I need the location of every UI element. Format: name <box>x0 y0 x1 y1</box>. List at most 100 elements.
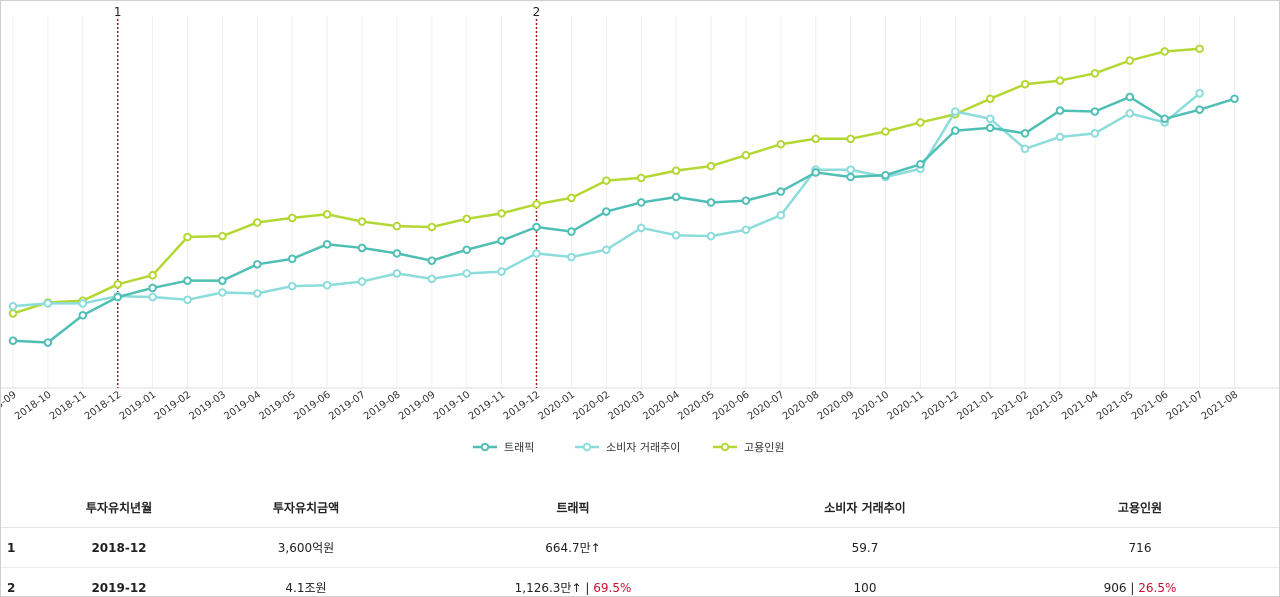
data-point[interactable] <box>706 198 716 207</box>
data-point[interactable] <box>392 249 402 258</box>
data-point[interactable] <box>636 198 646 207</box>
data-point[interactable] <box>1055 132 1065 142</box>
data-point[interactable] <box>985 123 995 133</box>
data-point[interactable] <box>1195 105 1204 114</box>
data-point[interactable] <box>322 280 332 290</box>
data-point[interactable] <box>8 336 18 346</box>
data-point[interactable] <box>706 161 716 171</box>
data-point[interactable] <box>811 134 821 144</box>
data-point[interactable] <box>811 168 821 177</box>
data-point[interactable] <box>322 209 332 219</box>
data-point[interactable] <box>43 299 53 308</box>
data-point[interactable] <box>148 270 157 280</box>
data-point[interactable] <box>1020 129 1030 138</box>
data-point[interactable] <box>322 239 332 249</box>
data-point[interactable] <box>741 150 751 160</box>
data-point[interactable] <box>287 281 297 291</box>
data-point[interactable] <box>951 126 960 135</box>
data-point[interactable] <box>183 232 192 242</box>
data-point[interactable] <box>392 221 402 231</box>
data-point[interactable] <box>462 214 472 224</box>
data-point[interactable] <box>427 222 437 232</box>
data-point[interactable] <box>462 245 472 255</box>
data-point[interactable] <box>532 199 541 209</box>
data-point[interactable] <box>497 236 506 245</box>
data-point[interactable] <box>252 289 262 298</box>
data-point[interactable] <box>113 280 122 289</box>
data-point[interactable] <box>602 176 611 185</box>
data-point[interactable] <box>602 245 611 255</box>
data-point[interactable] <box>78 310 88 320</box>
data-point[interactable] <box>985 94 995 104</box>
data-point[interactable] <box>8 309 18 318</box>
data-point[interactable] <box>148 292 157 302</box>
data-point[interactable] <box>497 267 506 276</box>
data-point[interactable] <box>1090 69 1100 78</box>
data-point[interactable] <box>1090 129 1100 138</box>
data-point[interactable] <box>671 192 681 202</box>
legend-item[interactable]: 트래픽 <box>473 441 534 454</box>
data-point[interactable] <box>252 218 262 227</box>
data-point[interactable] <box>567 227 576 236</box>
data-point[interactable] <box>741 196 751 205</box>
data-point[interactable] <box>951 107 960 116</box>
data-point[interactable] <box>1195 89 1204 98</box>
data-point[interactable] <box>78 299 88 308</box>
data-point[interactable] <box>1125 109 1135 118</box>
data-point[interactable] <box>148 283 157 293</box>
data-point[interactable] <box>218 276 227 285</box>
legend-item[interactable]: 고용인원 <box>713 441 784 454</box>
data-point[interactable] <box>776 210 786 220</box>
data-point[interactable] <box>427 256 437 265</box>
data-point[interactable] <box>1055 106 1065 115</box>
data-point[interactable] <box>1125 56 1135 65</box>
data-point[interactable] <box>532 249 541 258</box>
data-point[interactable] <box>497 209 506 218</box>
data-point[interactable] <box>1230 94 1239 104</box>
data-point[interactable] <box>1160 114 1169 124</box>
data-point[interactable] <box>8 301 18 311</box>
data-point[interactable] <box>392 269 402 278</box>
data-point[interactable] <box>776 139 786 149</box>
data-point[interactable] <box>113 292 122 302</box>
data-point[interactable] <box>218 231 227 241</box>
data-point[interactable] <box>287 254 297 264</box>
data-point[interactable] <box>567 252 576 262</box>
data-point[interactable] <box>218 288 227 297</box>
legend-item[interactable]: 소비자 거래추이 <box>575 441 680 454</box>
data-point[interactable] <box>357 243 367 253</box>
data-point[interactable] <box>636 173 646 183</box>
data-point[interactable] <box>741 225 751 235</box>
data-point[interactable] <box>985 114 995 124</box>
data-point[interactable] <box>602 207 611 216</box>
data-point[interactable] <box>427 274 437 284</box>
data-point[interactable] <box>462 269 472 278</box>
data-point[interactable] <box>1090 107 1100 116</box>
data-point[interactable] <box>881 170 890 180</box>
data-point[interactable] <box>1055 76 1065 85</box>
data-point[interactable] <box>1020 144 1030 154</box>
data-point[interactable] <box>846 172 855 182</box>
data-point[interactable] <box>776 187 786 196</box>
data-point[interactable] <box>357 217 367 226</box>
data-point[interactable] <box>252 260 262 269</box>
data-point[interactable] <box>43 338 53 347</box>
legend[interactable]: 트래픽 소비자 거래추이 고용인원 <box>473 441 784 454</box>
data-point[interactable] <box>1160 47 1169 56</box>
data-point[interactable] <box>183 295 192 305</box>
data-point[interactable] <box>183 276 192 285</box>
data-point[interactable] <box>357 277 367 286</box>
data-point[interactable] <box>287 213 297 223</box>
data-point[interactable] <box>636 223 646 233</box>
data-point[interactable] <box>567 193 576 203</box>
data-point[interactable] <box>846 165 855 175</box>
data-point[interactable] <box>846 134 855 144</box>
data-point[interactable] <box>1195 44 1204 54</box>
data-point[interactable] <box>1125 92 1135 102</box>
data-point[interactable] <box>916 118 925 127</box>
data-point[interactable] <box>671 166 681 175</box>
data-point[interactable] <box>706 231 716 241</box>
data-point[interactable] <box>532 222 541 232</box>
data-point[interactable] <box>881 127 890 136</box>
data-point[interactable] <box>916 159 925 169</box>
